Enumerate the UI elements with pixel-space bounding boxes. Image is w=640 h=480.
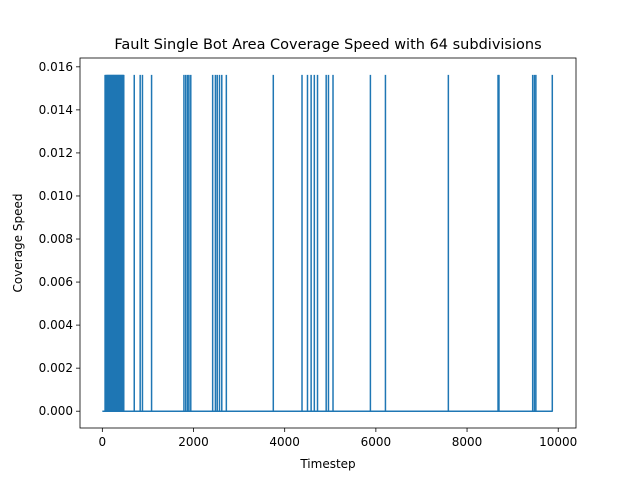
y-tick-label: 0.006 — [39, 275, 73, 289]
x-axis-label: Timestep — [299, 457, 355, 471]
y-tick-label: 0.016 — [39, 60, 73, 74]
y-tick-label: 0.012 — [39, 146, 73, 160]
plot-area — [102, 74, 554, 412]
y-tick-label: 0.010 — [39, 189, 73, 203]
y-tick-label: 0.000 — [39, 404, 73, 418]
x-tick-label: 2000 — [178, 435, 209, 449]
y-tick-label: 0.008 — [39, 232, 73, 246]
axes-frame — [79, 57, 577, 429]
x-tick-label: 4000 — [269, 435, 300, 449]
chart-title: Fault Single Bot Area Coverage Speed wit… — [114, 37, 541, 53]
x-axis-ticks: 0 2000 4000 6000 8000 10000 — [99, 428, 577, 449]
y-axis-ticks: 0.000 0.002 0.004 0.006 0.008 0.010 0.012 0.014… — [39, 60, 80, 418]
y-axis-label: Coverage Speed — [11, 194, 25, 293]
x-tick-label: 6000 — [361, 435, 392, 449]
y-tick-label: 0.002 — [39, 361, 73, 375]
x-tick-label: 10000 — [539, 435, 577, 449]
x-tick-label: 0 — [99, 435, 107, 449]
x-tick-label: 8000 — [452, 435, 483, 449]
y-tick-label: 0.014 — [39, 103, 73, 117]
y-tick-label: 0.004 — [39, 318, 73, 332]
